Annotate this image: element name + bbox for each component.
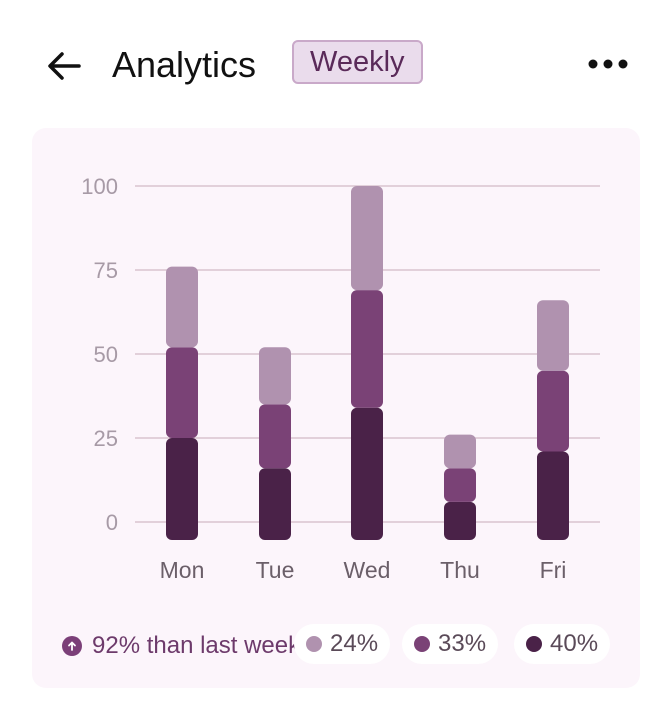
legend-dot [526, 636, 542, 652]
bar-segment [537, 370, 569, 452]
bar-segment [351, 186, 383, 291]
arrow-up-circle-icon [62, 636, 82, 656]
legend-dot [414, 636, 430, 652]
bar-segment [259, 347, 291, 405]
bar-segment [166, 266, 198, 348]
arrow-left-icon [48, 52, 81, 80]
legend-item-3: 40% [514, 624, 611, 664]
more-options-button[interactable] [580, 42, 636, 86]
trend-text: 92% than last week [92, 632, 301, 659]
more-horizontal-icon [588, 59, 628, 69]
bar-segment [166, 347, 198, 438]
back-button[interactable] [40, 44, 88, 88]
x-tick-label: Mon [160, 557, 205, 583]
bar-segment [259, 404, 291, 469]
x-tick-label: Fri [540, 557, 567, 583]
analytics-card: 0 25 50 75 100 Mon Tue Wed Thu Fri 92% than last … [32, 128, 640, 688]
bar-segment [444, 468, 476, 502]
bar-segment [537, 300, 569, 371]
bar-segment [444, 434, 476, 469]
legend-label: 40% [550, 630, 599, 657]
stacked-bar-chart: 0 25 50 75 100 Mon Tue Wed Thu Fri [81, 174, 600, 583]
period-chip[interactable]: Weekly [292, 40, 423, 84]
x-tick-label: Thu [440, 557, 480, 583]
chart-footer: 92% than last week 24% 33% 40% [32, 618, 640, 676]
legend-item-2: 33% [402, 624, 499, 664]
bar-segment [166, 438, 198, 540]
bar-segment [537, 451, 569, 540]
legend-label: 24% [330, 630, 379, 657]
y-tick-label: 100 [81, 174, 118, 199]
legend-item-1: 24% [294, 624, 391, 664]
y-tick-label: 75 [94, 258, 118, 283]
y-tick-label: 0 [106, 510, 118, 535]
x-tick-label: Tue [256, 557, 295, 583]
bar-segment [259, 468, 291, 540]
bar-segment [351, 407, 383, 540]
bar-segment [444, 501, 476, 540]
bar-segment [351, 290, 383, 408]
x-tick-label: Wed [344, 557, 391, 583]
legend-label: 33% [438, 630, 487, 657]
trend-indicator: 92% than last week [62, 632, 328, 660]
y-tick-label: 50 [94, 342, 118, 367]
legend-dot [306, 636, 322, 652]
page-title: Analytics [112, 44, 257, 85]
top-app-bar: Analytics Weekly [0, 0, 672, 128]
y-tick-label: 25 [94, 426, 118, 451]
